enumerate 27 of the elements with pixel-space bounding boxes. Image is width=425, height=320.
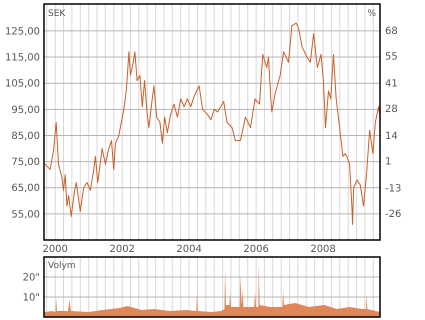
y2-tick-label: -26 <box>385 209 402 220</box>
line-series <box>44 22 380 225</box>
y-axis-title: SEK <box>48 9 66 19</box>
y2-tick-label: -13 <box>385 184 402 195</box>
y-tick-label: 95,00 <box>11 104 40 116</box>
y-tick-label: 125,00 <box>5 26 40 38</box>
y2-tick-label: 41 <box>385 78 398 90</box>
y-tick-label: 105,00 <box>5 78 40 90</box>
x-tick-label: 2004 <box>176 244 202 255</box>
y2-tick-label: 1 <box>385 156 392 168</box>
x-tick-label: 2006 <box>243 244 269 255</box>
x-tick-label: 2002 <box>109 244 135 255</box>
x-tick-label: 2008 <box>310 244 336 255</box>
y-tick-label: 115,00 <box>5 52 40 64</box>
y-tick-label: 75,00 <box>11 157 40 168</box>
y2-tick-label: 55 <box>385 51 398 62</box>
y2-axis-title: % <box>367 9 376 19</box>
chart-title: Volym <box>48 261 76 271</box>
y2-tick-label: 28 <box>385 104 398 115</box>
y-tick-label: 55,00 <box>11 209 40 220</box>
y-tick-label: 65,00 <box>11 183 40 194</box>
y2-tick-label: 14 <box>385 131 398 142</box>
y-tick-label: 85,00 <box>11 130 40 142</box>
x-tick-label: 2000 <box>42 244 68 255</box>
y2-tick-label: 68 <box>385 26 398 37</box>
y-tick-label: 10" <box>22 292 40 304</box>
y-tick-label: 20" <box>22 272 40 284</box>
